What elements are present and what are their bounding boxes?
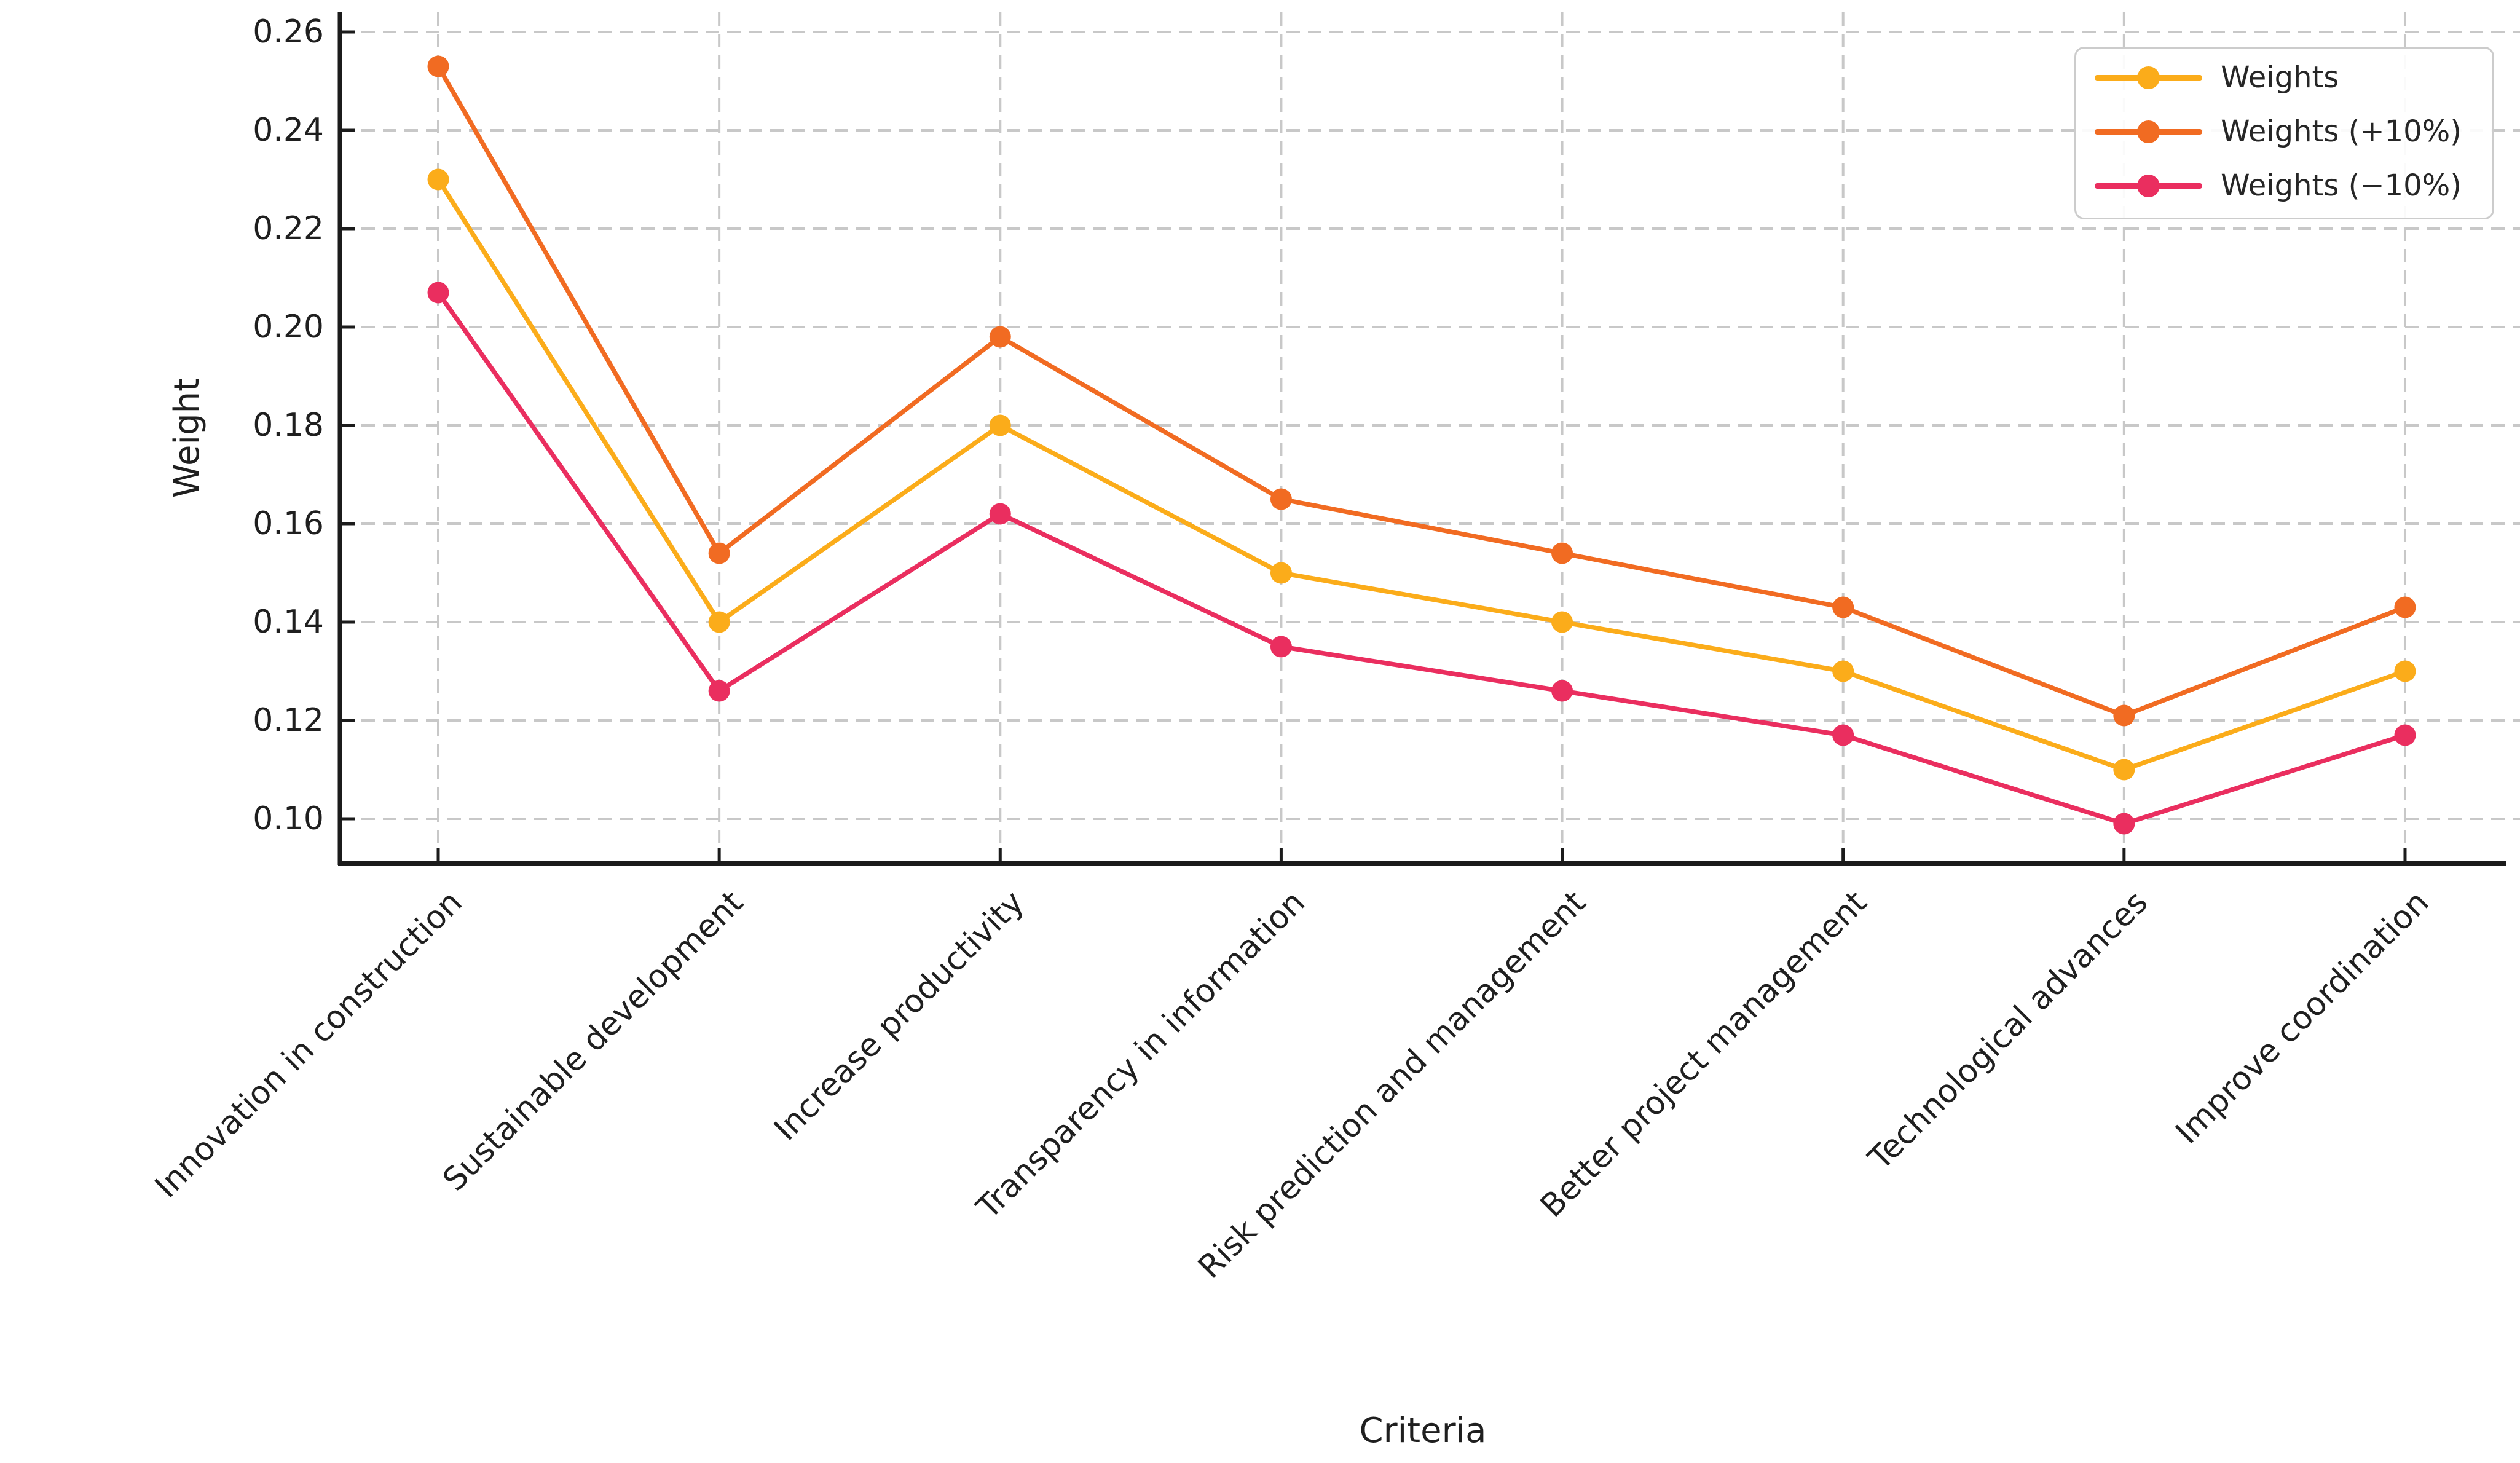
- y-tick-label: 0.18: [253, 407, 324, 444]
- data-point-marker: [1832, 724, 1854, 746]
- data-point-marker: [708, 680, 730, 702]
- data-point-marker: [1270, 562, 1292, 584]
- legend-marker-dot-icon: [2137, 66, 2160, 89]
- data-point-marker: [1551, 611, 1573, 633]
- data-point-marker: [2113, 813, 2135, 835]
- legend-marker-dot-icon: [2137, 175, 2160, 197]
- y-axis-title: Weight: [167, 377, 208, 498]
- legend-label: Weights (−10%): [2221, 168, 2462, 203]
- y-tick-label: 0.10: [253, 800, 324, 837]
- data-point-marker: [989, 414, 1011, 436]
- y-tick-label: 0.14: [253, 604, 324, 641]
- data-point-marker: [1832, 660, 1854, 682]
- legend-line-swatch: [2095, 113, 2203, 150]
- legend-line-swatch: [2095, 59, 2203, 96]
- data-point-marker: [1270, 488, 1292, 510]
- y-tick-label: 0.26: [253, 14, 324, 50]
- data-point-marker: [708, 611, 730, 633]
- data-point-marker: [708, 542, 730, 564]
- data-point-marker: [1832, 596, 1854, 618]
- data-point-marker: [2394, 596, 2416, 618]
- legend-item-weights: Weights: [2095, 59, 2462, 96]
- series-line-1: [436, 64, 2408, 718]
- y-tick-label: 0.22: [253, 210, 324, 247]
- series-line-0: [436, 177, 2408, 772]
- data-point-marker: [427, 168, 449, 191]
- legend-label: Weights (+10%): [2221, 114, 2462, 149]
- data-point-marker: [427, 282, 449, 304]
- legend-item-weights-minus10: Weights (−10%): [2095, 167, 2462, 204]
- y-tick-label: 0.12: [253, 702, 324, 739]
- legend-item-weights-plus10: Weights (+10%): [2095, 113, 2462, 150]
- series-line-2: [436, 290, 2408, 826]
- y-tick-label: 0.24: [253, 112, 324, 149]
- legend-label: Weights: [2221, 60, 2339, 95]
- data-point-marker: [2394, 724, 2416, 746]
- legend-marker-dot-icon: [2137, 120, 2160, 143]
- data-point-marker: [1551, 542, 1573, 564]
- data-point-marker: [2113, 759, 2135, 781]
- data-point-marker: [1551, 680, 1573, 702]
- data-point-marker: [2394, 660, 2416, 682]
- x-axis-title: Criteria: [1359, 1411, 1487, 1451]
- data-point-marker: [2113, 704, 2135, 727]
- legend: Weights Weights (+10%) Weights (−10%): [2074, 47, 2494, 219]
- data-point-marker: [989, 503, 1011, 525]
- data-point-marker: [1270, 636, 1292, 658]
- legend-line-swatch: [2095, 167, 2203, 204]
- y-tick-label: 0.20: [253, 309, 324, 345]
- x-axis-title-wrap: Criteria: [340, 1411, 2506, 1451]
- y-axis-title-wrap: Weight: [154, 0, 221, 875]
- data-point-marker: [989, 326, 1011, 348]
- data-point-marker: [427, 55, 449, 77]
- y-tick-label: 0.16: [253, 505, 324, 542]
